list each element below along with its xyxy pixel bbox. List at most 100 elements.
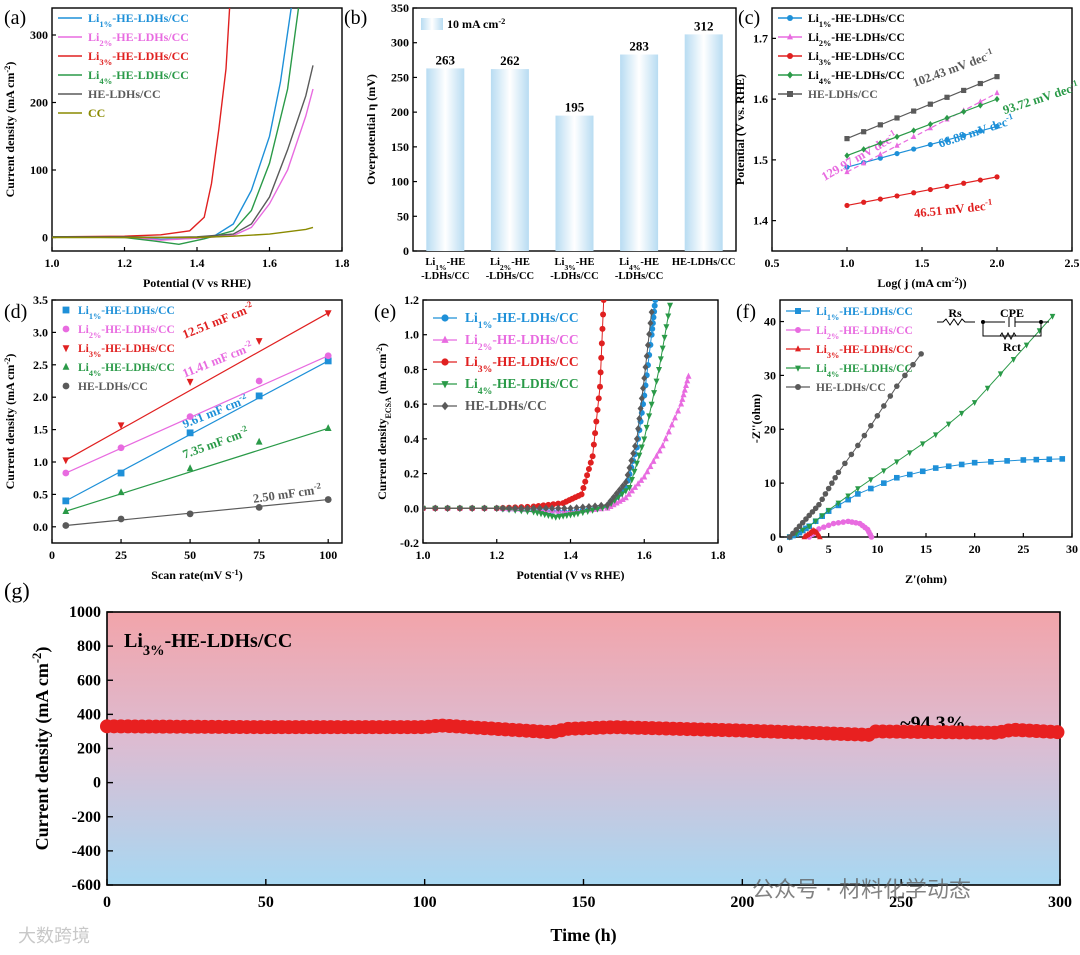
slope-label-d-2: 12.51 mF cm-2 (180, 299, 256, 342)
data-point-e-4-9 (512, 504, 519, 512)
x-tick-label-f: 0 (777, 542, 783, 556)
data-point-e-3-45 (648, 401, 655, 408)
data-point-e-4-41 (640, 384, 647, 392)
y-tick-label-g: 400 (77, 706, 101, 723)
legend-label-a-0: Li1%-HE-LDHs/CC (88, 11, 189, 29)
x-tick-label-e: 1.0 (416, 548, 431, 562)
data-point-e-3-39 (633, 460, 640, 467)
data-point-c-0-7 (961, 132, 967, 139)
data-point-e-1-27 (613, 499, 620, 506)
legend-marker-e-4 (441, 401, 449, 411)
series-line-a-5 (52, 226, 314, 239)
x-tick-label-e: 1.8 (711, 548, 726, 562)
data-point-f-3-8 (845, 493, 851, 500)
data-point-f-2-12 (817, 533, 823, 540)
data-point-c-0-6 (944, 137, 950, 143)
plot-background-g (107, 612, 1060, 885)
data-point-e-4-19 (573, 504, 580, 512)
x-tick-label-c: 2.0 (990, 256, 1005, 270)
data-point-e-1-52 (683, 381, 690, 389)
data-point-e-4-5 (481, 504, 488, 512)
data-point-e-3-38 (631, 468, 638, 476)
slope-label-d-4: 2.50 mF cm-2 (252, 480, 323, 505)
data-point-c-4-1 (861, 129, 867, 135)
y-tick-label-d: 3.0 (33, 325, 48, 339)
data-point-c-4-4 (911, 108, 917, 114)
legend-label-e-3: Li4%-HE-LDHs/CC (465, 376, 579, 397)
data-point-e-3-22 (567, 512, 574, 519)
legend-marker-c-3 (787, 71, 793, 79)
data-point-e-3-42 (641, 436, 648, 443)
data-point-c-2-0 (844, 202, 850, 209)
data-point-e-4-15 (549, 504, 556, 512)
data-point-d-3-1 (117, 488, 125, 496)
data-point-e-1-54 (685, 372, 692, 379)
legend-label-c-0: Li1%-HE-LDHs/CC (808, 13, 905, 29)
data-point-f-4-0 (786, 534, 793, 540)
data-point-c-3-0 (844, 152, 850, 159)
data-point-f-0-26 (1046, 456, 1053, 463)
y-tick-label-e: 1.2 (404, 293, 419, 307)
data-point-e-3-49 (657, 356, 664, 363)
y-tick-label-e: 0.8 (404, 362, 419, 376)
data-point-f-3-14 (919, 441, 926, 448)
fit-line-c-1 (846, 92, 998, 173)
data-point-d-1-3 (255, 377, 263, 385)
data-point-d-4-0 (62, 522, 70, 529)
data-point-e-4-7 (499, 504, 506, 512)
data-point-e-4-11 (524, 504, 531, 512)
data-point-c-3-1 (861, 146, 867, 153)
data-point-e-4-17 (561, 504, 568, 512)
data-point-e-3-19 (556, 513, 563, 521)
data-point-c-0-2 (877, 155, 883, 161)
legend-label-c-1: Li2%-HE-LDHs/CC (808, 32, 905, 48)
y-tick-label-c: 1.4 (753, 214, 768, 228)
data-point-f-3-13 (906, 450, 913, 457)
data-point-e-2-31 (590, 441, 597, 448)
data-point-d-0-0 (62, 497, 70, 505)
data-point-e-4-25 (607, 497, 614, 505)
data-point-f-0-13 (868, 485, 874, 492)
x-tick-label-e: 1.2 (489, 548, 504, 562)
data-point-d-2-4 (324, 310, 332, 318)
data-point-c-3-9 (994, 95, 1000, 103)
circuit-cpe-label: CPE (1000, 306, 1024, 320)
data-point-f-4-5 (803, 516, 809, 522)
data-point-f-1-5 (825, 522, 832, 529)
data-point-e-3-47 (653, 378, 660, 385)
data-point-f-4-20 (868, 422, 874, 429)
data-point-c-0-4 (911, 146, 917, 152)
data-point-f-4-14 (832, 474, 838, 481)
data-point-f-1-18 (868, 534, 875, 540)
data-point-e-2-39 (598, 340, 605, 347)
data-point-e-2-30 (589, 453, 596, 460)
data-point-d-2-3 (255, 338, 263, 346)
x-tick-label-d: 50 (184, 548, 196, 562)
legend-label-e-0: Li1%-HE-LDHs/CC (465, 310, 579, 331)
series-line-e-1 (423, 376, 689, 513)
data-point-f-0-16 (906, 471, 913, 478)
slope-label-c-3: 93.72 mV dec-1 (1000, 78, 1080, 118)
y-tick-label-e: -0.2 (400, 536, 419, 550)
data-point-e-3-41 (638, 444, 645, 451)
data-point-e-4-30 (622, 478, 629, 486)
data-point-e-4-6 (493, 504, 500, 512)
data-point-f-4-18 (855, 442, 861, 449)
data-point-f-4-21 (874, 413, 881, 419)
data-point-e-4-8 (506, 504, 513, 512)
data-point-d-4-4 (324, 496, 332, 503)
data-point-d-2-2 (186, 378, 194, 386)
data-point-c-0-3 (894, 150, 900, 157)
data-point-f-3-12 (894, 459, 900, 466)
circuit-node-1 (981, 320, 985, 324)
bar-b-4 (684, 34, 723, 251)
legend-label-e-2: Li3%-HE-LDHs/CC (465, 354, 579, 375)
y-tick-label-a: 0 (42, 231, 48, 245)
data-point-c-4-6 (944, 94, 950, 100)
data-point-c-2-4 (911, 190, 917, 196)
legend-label-a-3: Li4%-HE-LDHs/CC (88, 68, 189, 86)
fit-line-c-4 (846, 76, 998, 140)
data-point-e-4-32 (626, 464, 633, 472)
data-point-f-0-19 (945, 463, 952, 470)
data-point-f-4-12 (825, 485, 832, 492)
